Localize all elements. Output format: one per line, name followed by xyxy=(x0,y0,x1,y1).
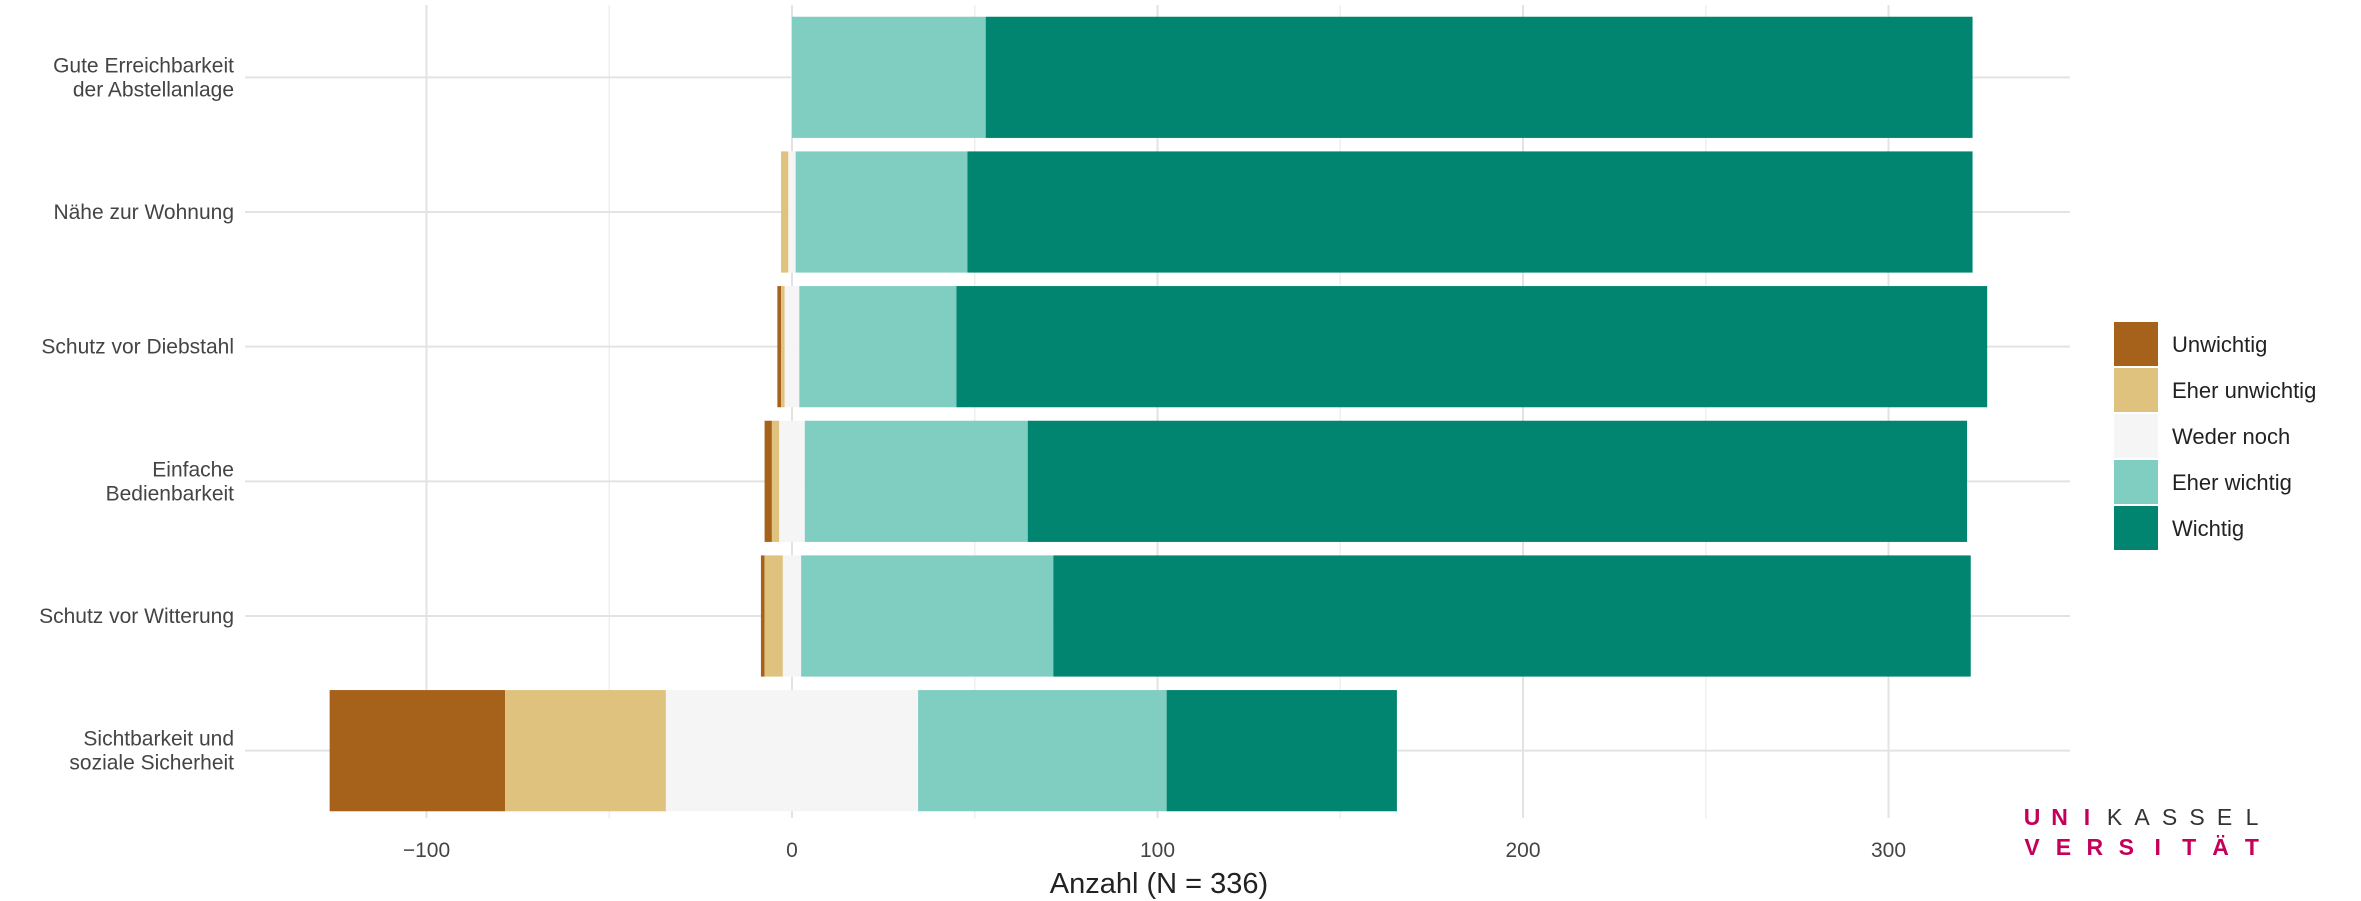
logo-letter: A xyxy=(2134,804,2150,830)
logo-letter: U xyxy=(2023,804,2041,830)
legend-label: Unwichtig xyxy=(2172,332,2267,357)
logo-letter: L xyxy=(2245,804,2259,830)
bar-eher-unwichtig xyxy=(771,420,780,542)
logo-letter: R xyxy=(2086,834,2104,860)
logo-letter: T xyxy=(2244,834,2259,860)
logo-letter: S xyxy=(2161,804,2178,830)
legend-swatch xyxy=(2114,506,2158,550)
logo-letter: I xyxy=(2154,834,2161,860)
logo-letter: T xyxy=(2182,834,2197,860)
x-axis-title: Anzahl (N = 336) xyxy=(1050,868,1268,900)
category-labels: Gute Erreichbarkeit der Abstellanlage Nähe… xyxy=(39,54,234,774)
bar-weder-noch xyxy=(788,151,796,273)
bar-eher-wichtig xyxy=(795,151,968,273)
legend-label: Wichtig xyxy=(2172,516,2244,541)
bar-weder-noch xyxy=(784,286,800,408)
logo-letter: E xyxy=(2216,804,2233,830)
bar-eher-unwichtig xyxy=(781,286,785,408)
bar-weder-noch xyxy=(779,420,805,542)
bar-eher-wichtig xyxy=(799,286,957,408)
bar-wichtig xyxy=(956,286,1988,408)
legend: Unwichtig Eher unwichtig Weder noch Eher wi… xyxy=(2114,322,2316,550)
logo-letter: V xyxy=(2024,834,2040,860)
bar-eher-wichtig xyxy=(804,420,1028,542)
bar-wichtig xyxy=(967,151,1973,273)
bar-unwichtig xyxy=(760,555,765,677)
legend-swatch xyxy=(2114,414,2158,458)
legend-label: Eher unwichtig xyxy=(2172,378,2316,403)
bar-eher-unwichtig xyxy=(781,151,789,273)
x-tick-label: 0 xyxy=(786,839,798,862)
category-label: Sichtbarkeit und soziale Sicherheit xyxy=(69,728,234,775)
x-tick-label: 100 xyxy=(1140,839,1175,862)
x-tick-label: −100 xyxy=(403,839,450,862)
bar-unwichtig xyxy=(777,286,782,408)
logo-letter: Ä xyxy=(2212,834,2229,860)
bar-weder-noch xyxy=(782,555,802,677)
bar-wichtig xyxy=(1027,420,1968,542)
x-tick-label: 200 xyxy=(1505,839,1540,862)
logo-letter: I xyxy=(2083,804,2091,830)
category-label: Nähe zur Wohnung xyxy=(53,201,234,224)
category-label: Schutz vor Diebstahl xyxy=(41,336,234,359)
legend-swatch xyxy=(2114,460,2158,504)
legend-swatch xyxy=(2114,368,2158,412)
logo-letter: S xyxy=(2118,834,2134,860)
category-label: Einfache Bedienbarkeit xyxy=(106,458,235,505)
bar-unwichtig xyxy=(329,690,506,812)
bar-weder-noch xyxy=(665,690,919,812)
bars xyxy=(329,16,1988,812)
legend-label: Weder noch xyxy=(2172,424,2290,449)
bar-eher-wichtig xyxy=(918,690,1167,812)
bar-eher-wichtig xyxy=(792,16,986,138)
logo-letter: K xyxy=(2106,804,2123,830)
bar-eher-unwichtig xyxy=(764,555,783,677)
bar-wichtig xyxy=(1053,555,1971,677)
legend-swatch xyxy=(2114,322,2158,366)
category-label: Schutz vor Witterung xyxy=(39,605,234,628)
legend-label: Eher wichtig xyxy=(2172,470,2292,495)
category-label: Gute Erreichbarkeit der Abstellanlage xyxy=(53,54,234,101)
bar-wichtig xyxy=(1166,690,1397,812)
logo-letter: N xyxy=(2051,804,2068,830)
logo-letter: E xyxy=(2055,834,2072,860)
bar-eher-wichtig xyxy=(801,555,1054,677)
logo-letter: S xyxy=(2189,804,2205,830)
x-tick-label: 300 xyxy=(1871,839,1906,862)
bar-eher-unwichtig xyxy=(505,690,666,812)
x-tick-labels: −100 0 100 200 300 xyxy=(403,839,1906,862)
bar-wichtig xyxy=(985,16,1973,138)
bar-unwichtig xyxy=(764,420,772,542)
